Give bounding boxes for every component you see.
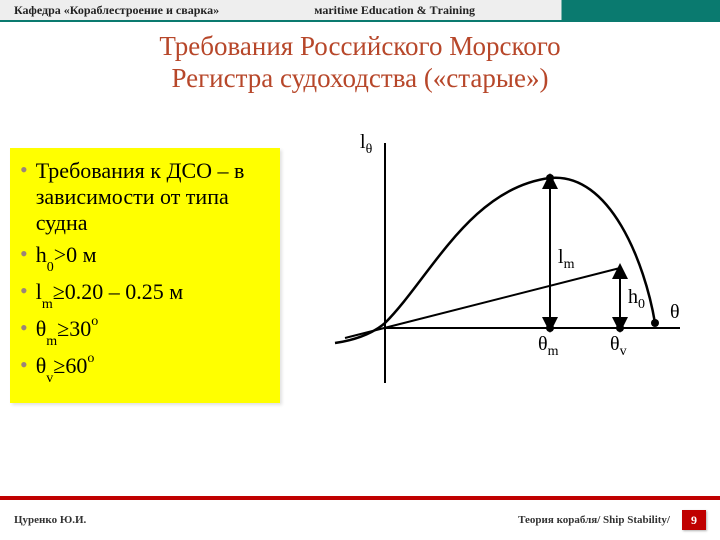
title-line-2: Регистра судоходства («старые») (0, 62, 720, 94)
bullet-5-text: θv≥60o (36, 353, 95, 384)
bullet-5: • θv≥60o (14, 353, 274, 384)
title-line-1: Требования Российского Морского (0, 30, 720, 62)
y-axis-label: lθ (360, 131, 373, 157)
h0-label: h0 (628, 286, 645, 312)
author-label: Цуренко Ю.И. (14, 514, 86, 526)
bullet-3-text: lm≥0.20 – 0.25 м (36, 279, 184, 310)
content-area: • Требования к ДСО – в зависимости от ти… (0, 118, 720, 492)
dot-thm (546, 324, 554, 332)
dept-quoted: «Кораблестроение и сварка» (64, 3, 219, 17)
bullet-2-text: h0>0 м (36, 242, 97, 273)
met-label: маritiме Еduсаtion & Тrаining (314, 3, 475, 18)
page-number: 9 (682, 510, 706, 530)
header-bar: Кафедра «Кораблестроение и сварка» маrit… (0, 0, 720, 22)
footer-bar: Цуренко Ю.И. Теория корабля/ Ship Stabil… (0, 496, 720, 540)
bullet-3: • lm≥0.20 – 0.25 м (14, 279, 274, 310)
bullet-2: • h0>0 м (14, 242, 274, 273)
bullet-dot-icon: • (20, 353, 28, 377)
dot-thv (616, 324, 624, 332)
course-label: Теория корабля/ Ship Stability/ (518, 514, 670, 526)
department-label: Кафедра «Кораблестроение и сварка» (14, 3, 219, 18)
slide: Кафедра «Кораблестроение и сварка» маrit… (0, 0, 720, 540)
footer-divider (0, 496, 720, 500)
stability-chart: lθ θ lm h0 θm θv (300, 118, 700, 418)
bullet-dot-icon: • (20, 279, 28, 303)
page-title: Требования Российского Морского Регистра… (0, 30, 720, 95)
lm-label: lm (558, 246, 575, 272)
x-axis-label: θ (670, 301, 680, 323)
thm-label: θm (538, 333, 559, 359)
thv-label: θv (610, 333, 627, 359)
gz-curve (335, 178, 655, 343)
bullet-dot-icon: • (20, 242, 28, 266)
bullet-block: • Требования к ДСО – в зависимости от ти… (10, 148, 280, 403)
bullet-1-text: Требования к ДСО – в зависимости от типа… (36, 158, 274, 236)
dept-prefix: Кафедра (14, 3, 64, 17)
bullet-4-text: θm≥30o (36, 316, 99, 347)
bullet-4: • θm≥30o (14, 316, 274, 347)
bullet-dot-icon: • (20, 316, 28, 340)
dot-vanish (651, 319, 659, 327)
bullet-1: • Требования к ДСО – в зависимости от ти… (14, 158, 274, 236)
bullet-dot-icon: • (20, 158, 28, 182)
dot-peak (546, 174, 554, 182)
